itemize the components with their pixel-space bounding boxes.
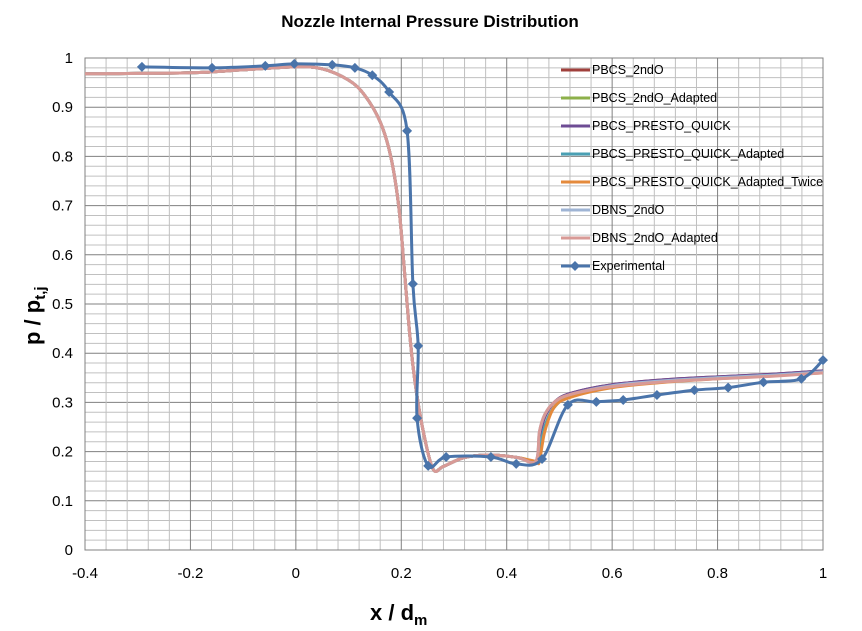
y-tick-label: 1 bbox=[65, 50, 73, 67]
experimental-marker bbox=[412, 413, 423, 424]
plot-border bbox=[84, 57, 824, 551]
y-tick-label: 0.1 bbox=[52, 493, 73, 510]
y-tick-label: 0.6 bbox=[52, 247, 73, 264]
x-axis-label: x / dm bbox=[370, 600, 427, 629]
experimental-marker bbox=[402, 125, 413, 136]
y-axis-label: p / pt,j bbox=[20, 286, 49, 345]
x-tick-label: 0 bbox=[292, 565, 300, 582]
legend-label: PBCS_2ndO_Adapted bbox=[592, 91, 717, 105]
y-tick-label: 0.7 bbox=[52, 198, 73, 215]
legend-marker bbox=[570, 261, 580, 271]
experimental-marker bbox=[207, 62, 218, 73]
y-tick-label: 0.4 bbox=[52, 345, 73, 362]
legend: PBCS_2ndO PBCS_2ndO_Adapted PBCS_PRESTO_QU… bbox=[561, 63, 823, 273]
y-tick-label: 0.8 bbox=[52, 148, 73, 165]
experimental-marker bbox=[511, 458, 522, 469]
y-tick-label: 0.9 bbox=[52, 99, 73, 116]
x-tick-label: 0.6 bbox=[602, 565, 623, 582]
y-tick-label: 0.5 bbox=[52, 296, 73, 313]
experimental-marker bbox=[367, 70, 378, 81]
chart-title: Nozzle Internal Pressure Distribution bbox=[281, 12, 579, 31]
series-lines bbox=[84, 58, 828, 473]
x-tick-label: -0.4 bbox=[72, 565, 98, 582]
experimental-marker bbox=[723, 382, 734, 393]
experimental-marker bbox=[423, 460, 434, 471]
experimental-marker bbox=[591, 396, 602, 407]
experimental-marker bbox=[562, 399, 573, 410]
experimental-marker bbox=[796, 373, 807, 384]
experimental-marker bbox=[818, 355, 828, 366]
experimental-marker bbox=[384, 86, 395, 97]
x-tick-label: 0.4 bbox=[496, 565, 517, 582]
experimental-marker bbox=[407, 278, 418, 289]
legend-label: PBCS_2ndO bbox=[592, 63, 664, 77]
y-tick-label: 0 bbox=[65, 542, 73, 559]
experimental-marker bbox=[689, 385, 700, 396]
legend-label: Experimental bbox=[592, 259, 665, 273]
experimental-marker bbox=[758, 377, 769, 388]
x-tick-label: 1 bbox=[819, 565, 827, 582]
x-tick-label: 0.8 bbox=[707, 565, 728, 582]
legend-label: PBCS_PRESTO_QUICK bbox=[592, 119, 731, 133]
x-tick-label: 0.2 bbox=[391, 565, 412, 582]
legend-label: PBCS_PRESTO_QUICK_Adapted bbox=[592, 147, 784, 161]
experimental-marker bbox=[441, 452, 452, 463]
x-tick-labels: -0.4 -0.2 0 0.2 0.4 0.6 0.8 1 bbox=[72, 565, 827, 582]
legend-label: DBNS_2ndO_Adapted bbox=[592, 231, 718, 245]
experimental-marker bbox=[537, 453, 548, 464]
x-tick-label: -0.2 bbox=[177, 565, 203, 582]
experimental-marker bbox=[618, 394, 629, 405]
experimental-marker bbox=[485, 452, 496, 463]
experimental-marker bbox=[136, 61, 147, 72]
y-tick-labels: 0 0.1 0.2 0.3 0.4 0.5 0.6 0.7 0.8 0.9 1 bbox=[52, 50, 73, 559]
experimental-marker bbox=[260, 60, 271, 71]
grid bbox=[84, 57, 824, 551]
y-tick-label: 0.3 bbox=[52, 394, 73, 411]
experimental-marker bbox=[651, 390, 662, 401]
legend-label: PBCS_PRESTO_QUICK_Adapted_Twice bbox=[592, 175, 823, 189]
experimental-marker bbox=[327, 59, 338, 70]
experimental-marker bbox=[289, 58, 300, 69]
y-tick-label: 0.2 bbox=[52, 444, 73, 461]
legend-label: DBNS_2ndO bbox=[592, 203, 665, 217]
experimental-marker bbox=[349, 62, 360, 73]
experimental-marker bbox=[413, 340, 424, 351]
